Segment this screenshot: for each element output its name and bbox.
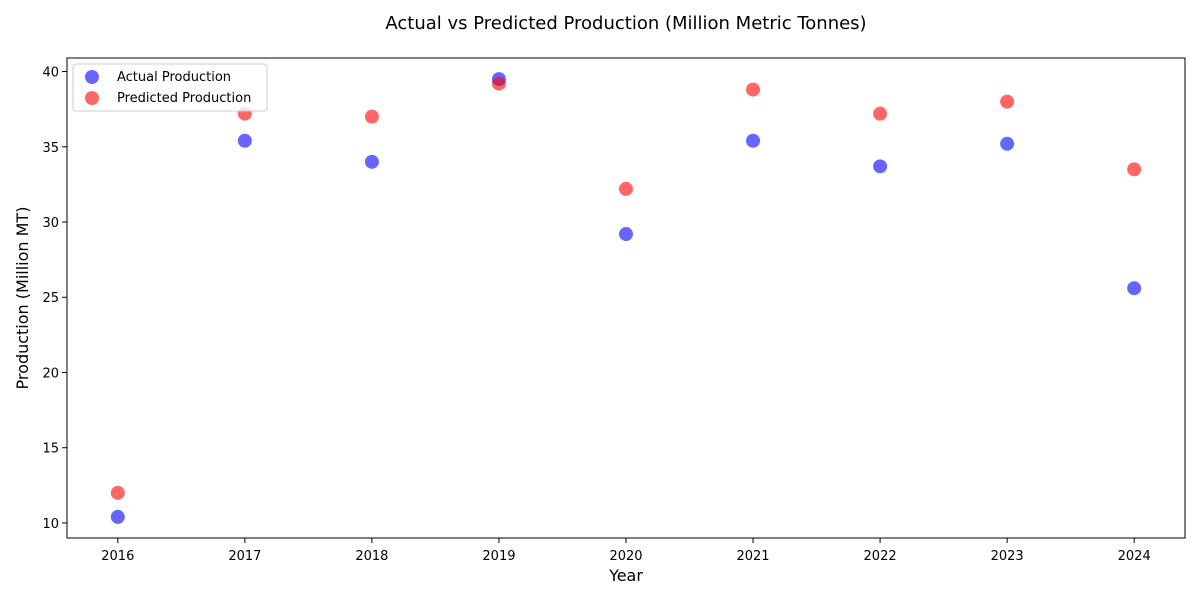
actual-point [873, 159, 888, 174]
y-tick-label: 20 [42, 366, 59, 381]
x-tick-label: 2022 [864, 549, 897, 564]
predicted-point [1000, 94, 1015, 109]
predicted-point [619, 181, 633, 196]
y-tick-label: 30 [42, 216, 59, 231]
legend-label-predicted: Predicted Production [117, 91, 251, 106]
actual-point [364, 154, 379, 169]
predicted-point [1127, 162, 1142, 177]
predicted-point [873, 106, 888, 121]
actual-point [237, 133, 252, 148]
x-tick-label: 2021 [736, 549, 769, 564]
y-axis-ticks: 10 15 20 25 30 35 40 [42, 66, 67, 532]
actual-point [1127, 281, 1142, 296]
chart-title: Actual vs Predicted Production (Million … [385, 13, 866, 34]
predicted-point [491, 76, 506, 91]
x-tick-label: 2018 [355, 549, 388, 564]
x-tick-label: 2024 [1118, 549, 1151, 564]
y-tick-label: 15 [42, 442, 59, 457]
legend-marker-predicted [85, 91, 99, 105]
y-tick-label: 10 [42, 517, 59, 532]
legend-label-actual: Actual Production [117, 70, 231, 85]
legend-box [72, 63, 268, 112]
predicted-point [746, 82, 761, 97]
y-axis-label: Production (Million MT) [13, 207, 32, 390]
actual-point [619, 227, 633, 242]
x-axis-label: Year [608, 566, 643, 585]
actual-point [746, 133, 761, 148]
x-tick-label: 2016 [101, 549, 134, 564]
actual-point [110, 509, 125, 524]
y-tick-label: 40 [42, 66, 59, 81]
x-tick-label: 2017 [228, 549, 261, 564]
actual-point [1000, 136, 1015, 151]
plot-frame [66, 57, 1186, 539]
x-tick-label: 2019 [482, 549, 515, 564]
predicted-point [364, 109, 379, 124]
y-tick-label: 25 [42, 291, 59, 306]
x-tick-label: 2023 [991, 549, 1024, 564]
predicted-point [110, 485, 125, 500]
legend: Actual Production Predicted Production [72, 63, 268, 112]
plot-area: 2016 2017 2018 2019 2020 2021 2022 2023 2024 101… [42, 57, 1186, 564]
data-points [110, 72, 1142, 524]
legend-marker-actual [85, 70, 99, 84]
y-tick-label: 35 [42, 141, 59, 156]
x-tick-label: 2020 [609, 549, 642, 564]
x-axis-ticks: 2016 2017 2018 2019 2020 2021 2022 2023 2024 [101, 538, 1151, 564]
